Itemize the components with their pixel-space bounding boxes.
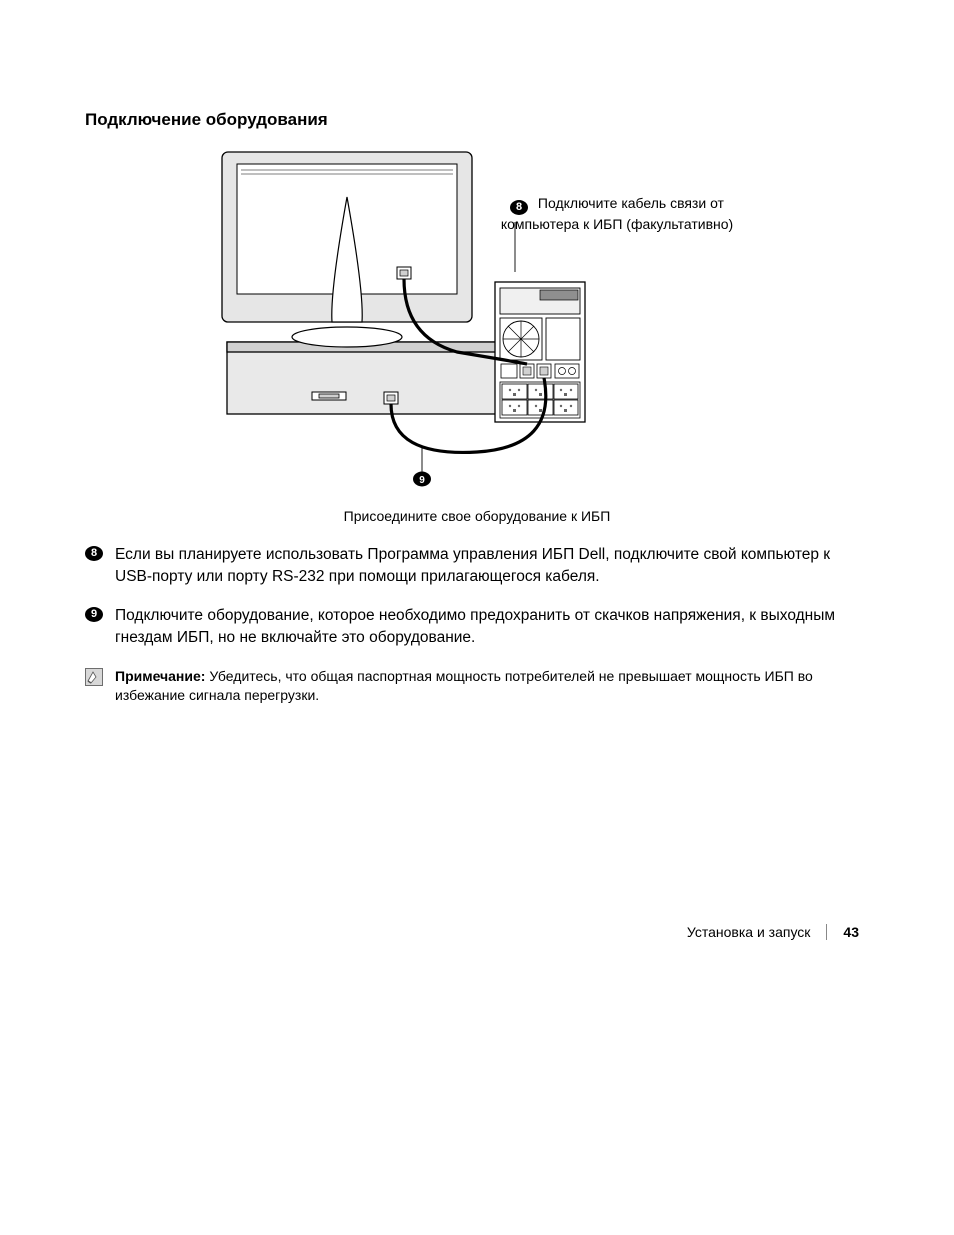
note-label: Примечание: <box>115 668 205 684</box>
step-item: 8 Если вы планируете использовать Програ… <box>85 544 869 587</box>
document-page: Подключение оборудования <box>0 0 954 1235</box>
step-marker-8-icon: 8 <box>510 200 528 215</box>
step-marker-icon: 9 <box>85 607 103 622</box>
footer-page-number: 43 <box>843 924 859 940</box>
step-item: 9 Подключите оборудование, которое необх… <box>85 605 869 648</box>
note-icon <box>85 668 103 686</box>
step-marker-icon: 8 <box>85 546 103 561</box>
diagram-callout-8: 8 Подключите кабель связи от компьютера … <box>472 194 762 234</box>
step-text: Если вы планируете использовать Программ… <box>115 544 869 587</box>
footer-section: Установка и запуск <box>687 924 811 940</box>
footer-divider <box>826 924 827 940</box>
steps-list: 8 Если вы планируете использовать Програ… <box>85 544 869 706</box>
callout-9-text: Присоедините свое оборудование к ИБП <box>344 508 611 524</box>
diagram-callout-9: Присоедините свое оборудование к ИБП <box>197 508 757 524</box>
note-text: Убедитесь, что общая паспортная мощность… <box>115 668 813 704</box>
page-footer: Установка и запуск 43 <box>687 924 859 940</box>
note-content: Примечание: Убедитесь, что общая паспорт… <box>115 667 869 706</box>
step-text: Подключите оборудование, которое необход… <box>115 605 869 648</box>
callout-8-text: Подключите кабель связи от компьютера к … <box>501 195 733 232</box>
svg-text:9: 9 <box>419 475 425 486</box>
equipment-diagram: 9 8 Подключите кабель связи от компьютер… <box>197 142 757 524</box>
section-heading: Подключение оборудования <box>85 110 869 130</box>
note-block: Примечание: Убедитесь, что общая паспорт… <box>85 667 869 706</box>
